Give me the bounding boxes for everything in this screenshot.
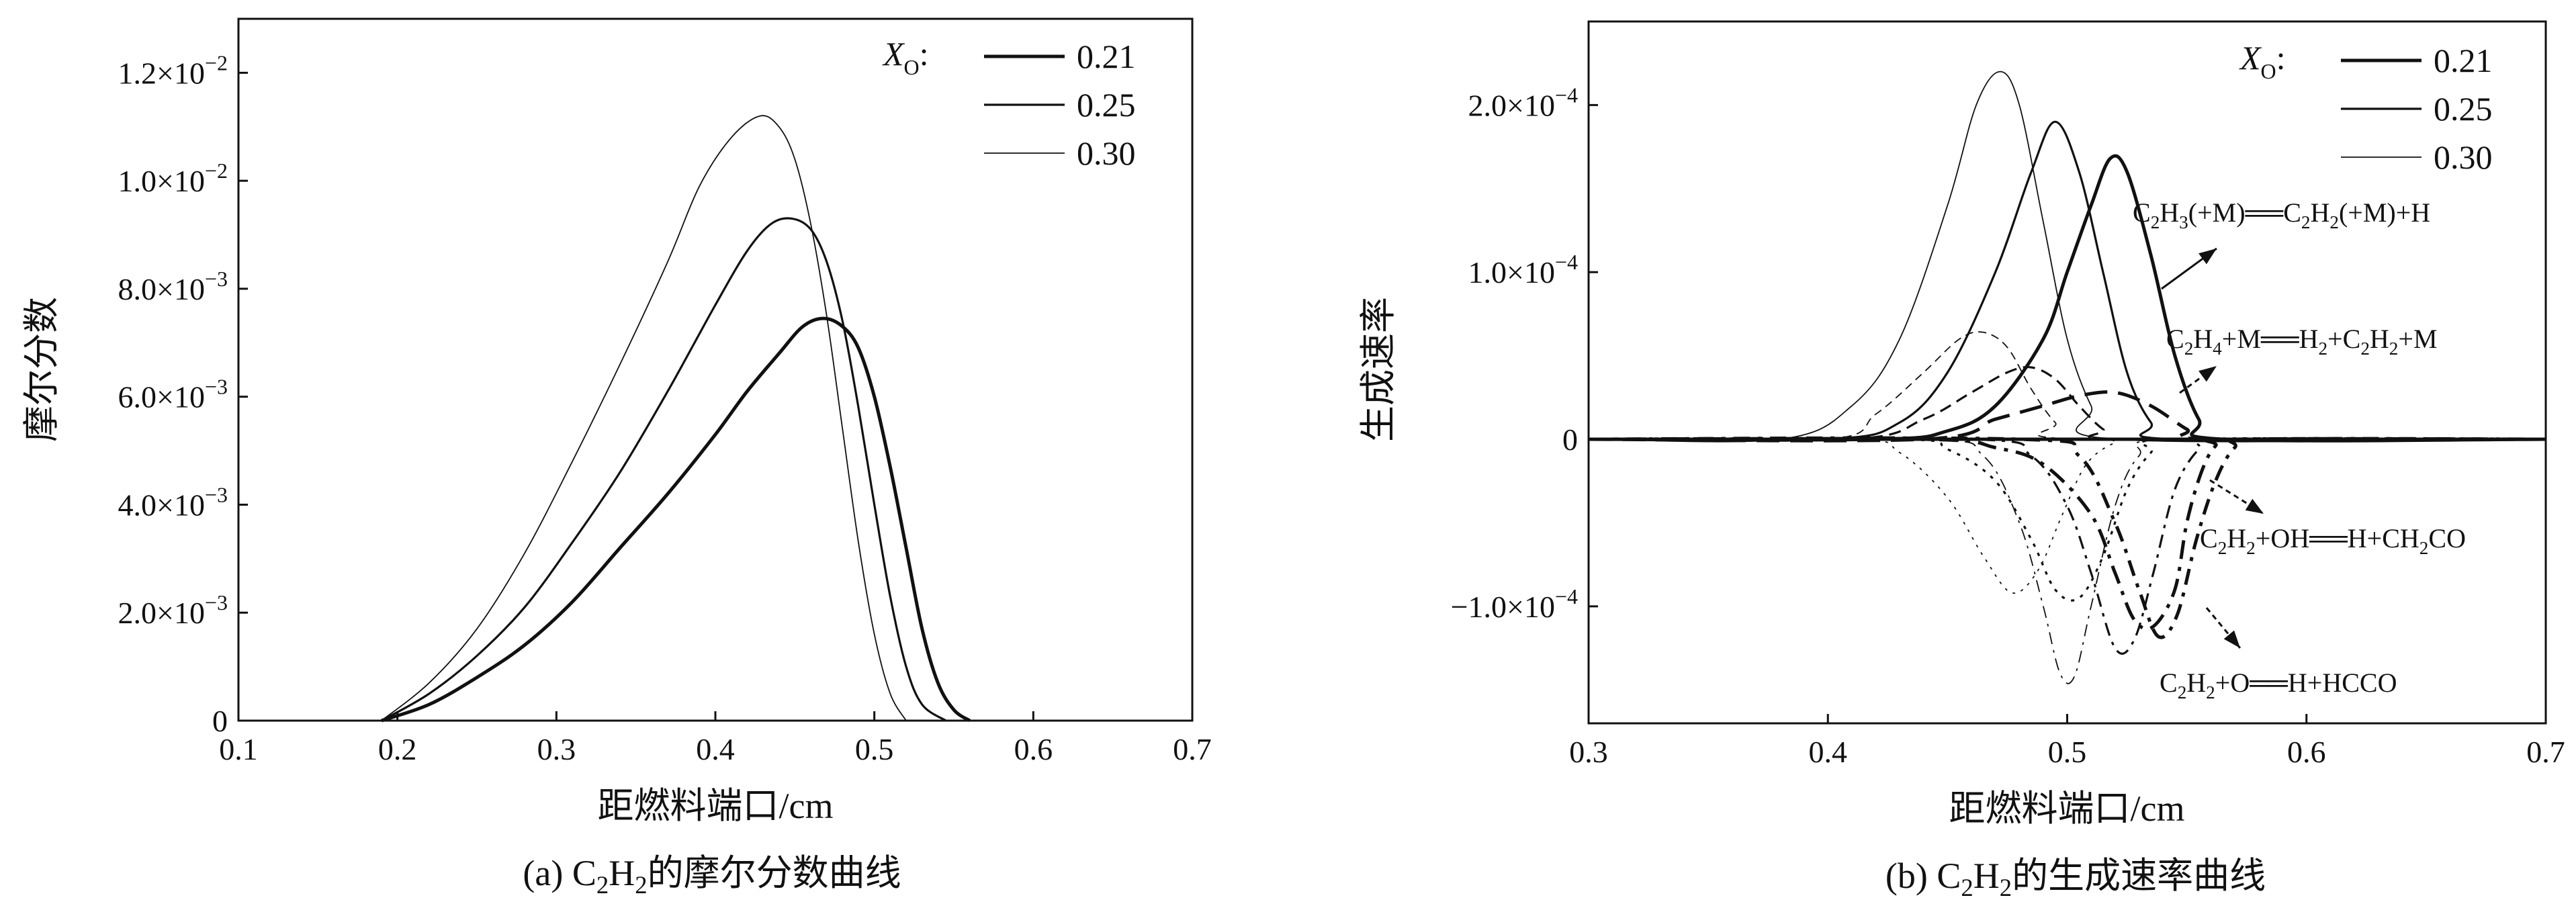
y-axis-title-a: 摩尔分数 [21,297,62,442]
reaction-label: C2H2+O══H+HCCO [2160,668,2397,703]
legend-label: 0.25 [2434,90,2493,128]
series-line [1588,437,2546,594]
y-tick-label: 2.0×10−3 [118,590,228,630]
reaction-label: C2H4+M══H2+C2H2+M [2166,324,2438,359]
series-line [1588,154,2546,443]
series-line [381,115,907,721]
plot-frame-b [1587,20,2547,725]
y-tick-label: 0 [212,704,228,738]
x-tick-label: 0.3 [1569,735,1608,769]
x-tick-label: 0.3 [537,732,576,766]
series-line [1588,120,2546,442]
caption-a: (a) C2H2的摩尔分数曲线 [523,853,901,899]
y-ticks-b: −1.0×10−4 0 1.0×10−4 2.0×10−4 [1451,83,1598,624]
x-ticks-a: 0.1 0.2 0.3 0.4 0.5 0.6 0.7 [219,711,1212,766]
series-line [381,316,971,723]
series-line [1588,366,2546,442]
y-axis-title-b: 生成速率 [1358,297,1398,442]
x-tick-label: 0.7 [2526,735,2565,769]
legend-label: 0.21 [2434,42,2493,79]
series-line [1588,437,2546,602]
legend-title: XO: [2239,39,2286,83]
series-line [1588,437,2546,684]
legend-label: 0.30 [2434,138,2493,176]
y-tick-label: −1.0×10−4 [1451,584,1578,624]
y-tick-label: 1.0×10−2 [118,158,228,198]
legend-label: 0.21 [1077,38,1136,75]
annotation-arrowhead [2199,366,2217,382]
x-tick-label: 0.6 [2287,735,2326,769]
y-tick-label: 0 [1562,422,1578,457]
chart-production-rate: 0.3 0.4 0.5 0.6 0.7 −1.0×10−4 0 1.0×10−4 2.0×10… [1358,20,2565,901]
annotations-b: C2H3(+M)══C2H2(+M)+H C2H4+M══H2+C2H2+M C2H… [2133,197,2466,703]
series-line [1588,390,2546,443]
legend-a: XO: 0.21 0.25 0.30 [882,35,1136,172]
annotation-arrowhead [2199,248,2217,265]
series-line [1588,437,2546,655]
y-tick-label: 6.0×10−3 [118,375,228,414]
x-axis-title-b: 距燃料端口/cm [1949,788,2185,829]
series-line [1588,331,2546,442]
x-tick-label: 0.7 [1173,732,1212,766]
series-a [381,115,971,723]
x-axis-title-a: 距燃料端口/cm [598,786,834,826]
legend-title: XO: [882,35,929,79]
reaction-label: C2H2+OH══H+CH2CO [2200,523,2466,558]
series-line [1588,71,2546,443]
series-line [1588,436,2546,639]
annotation-arrow [2209,479,2264,515]
legend-label: 0.25 [1077,86,1136,124]
y-ticks-a: 0 2.0×10−3 4.0×10−3 6.0×10−3 8.0×10−3 1.0×10−… [118,50,248,738]
y-tick-label: 4.0×10−3 [118,482,228,522]
annotation-arrowhead [2245,498,2264,514]
x-tick-label: 0.4 [696,732,735,766]
series-b [1588,71,2546,684]
plot-frame-a [237,17,1194,722]
x-tick-label: 0.2 [378,732,417,766]
annotation-arrowhead [2223,630,2240,648]
x-tick-label: 0.6 [1014,732,1053,766]
x-tick-label: 0.5 [855,732,894,766]
y-tick-label: 2.0×10−4 [1468,83,1579,122]
x-tick-label: 0.5 [2048,735,2087,769]
y-tick-label: 1.0×10−4 [1468,250,1579,289]
chart-mole-fraction: 0.1 0.2 0.3 0.4 0.5 0.6 0.7 0 2.0×10−3 4.0×10−3 6… [21,17,1212,899]
y-tick-label: 1.2×10−2 [118,50,228,90]
series-line [381,217,947,722]
legend-b: XO: 0.21 0.25 0.30 [2239,39,2493,176]
x-tick-label: 0.4 [1809,735,1848,769]
reaction-label: C2H3(+M)══C2H2(+M)+H [2133,197,2430,232]
x-ticks-b: 0.3 0.4 0.5 0.6 0.7 [1569,714,2565,769]
x-tick-label: 0.1 [219,732,258,766]
caption-b: (b) C2H2的生成速率曲线 [1885,856,2266,901]
y-tick-label: 8.0×10−3 [118,267,228,306]
legend-label: 0.30 [1077,134,1136,172]
